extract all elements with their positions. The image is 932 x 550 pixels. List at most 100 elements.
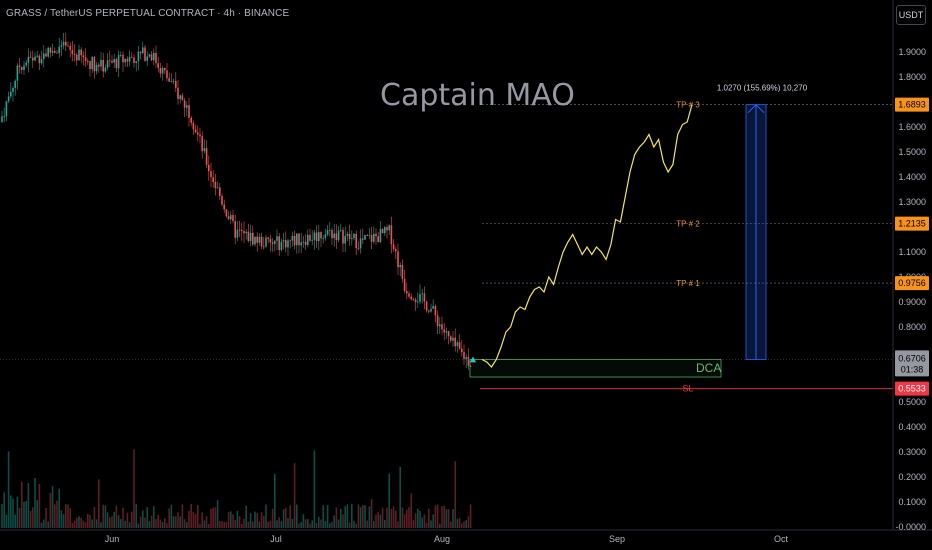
candle-body (5, 101, 8, 117)
y-tick-label: 1.5000 (898, 147, 926, 157)
candle-body (384, 227, 386, 233)
volume-bar (254, 511, 256, 528)
volume-bar (12, 498, 14, 528)
volume-bar (381, 507, 384, 528)
tp-label: TP # 3 (676, 101, 700, 110)
price-tag-bg (895, 97, 929, 112)
volume-bar (168, 508, 170, 528)
candle-body (225, 209, 228, 217)
tp-label: TP # 1 (676, 279, 700, 288)
entry-marker (470, 356, 476, 363)
candle-body (293, 235, 296, 246)
candle-body (291, 235, 294, 241)
candle-body (71, 49, 74, 55)
candle-body (223, 204, 225, 210)
candle-body (408, 293, 410, 297)
candle-body (192, 122, 195, 130)
candle-body (241, 229, 243, 232)
volume-bar (172, 516, 175, 528)
volume-bar (348, 522, 351, 528)
candle-body (359, 238, 362, 249)
candle-body (414, 299, 417, 303)
candle-body (403, 278, 406, 292)
volume-bar (216, 500, 219, 528)
candle-body (179, 95, 181, 99)
volume-bar (469, 504, 472, 528)
candle-body (7, 96, 10, 102)
candle-body (366, 235, 368, 236)
candle-body (159, 67, 162, 74)
volume-bar (355, 523, 357, 528)
candle-body (148, 54, 151, 57)
candle-body (386, 227, 388, 231)
volume-bar (353, 520, 355, 528)
candle-body (128, 56, 131, 62)
volume-bar (49, 493, 52, 528)
volume-bar (135, 504, 137, 528)
candle-body (32, 57, 34, 61)
candle-body (441, 324, 443, 330)
volume-bar (5, 514, 8, 528)
candle-body (73, 54, 76, 55)
y-tick-label: 0.2000 (898, 472, 926, 482)
candle-body (342, 229, 344, 244)
candle-body (463, 352, 465, 359)
volume-bar (465, 520, 467, 528)
candle-body (329, 230, 331, 231)
candle-body (34, 56, 36, 61)
volume-bar (84, 522, 87, 528)
volume-bar (392, 506, 395, 528)
volume-bar (326, 504, 329, 528)
candle-body (89, 61, 91, 70)
volume-bar (249, 513, 252, 528)
candle-body (60, 45, 63, 47)
volume-bar (454, 461, 456, 528)
volume-bar (25, 501, 27, 528)
candle-body (425, 301, 428, 311)
volume-bar (386, 507, 388, 528)
volume-bar (342, 514, 344, 528)
volume-bar (412, 520, 415, 528)
volume-bar (320, 519, 322, 528)
candle-body (47, 47, 49, 57)
candle-body (428, 310, 430, 312)
candle-body (298, 233, 300, 246)
volume-bar (414, 513, 417, 528)
volume-bar (153, 506, 155, 528)
candle-body (14, 80, 16, 88)
candle-body (379, 229, 382, 243)
y-tick-label: 1.6000 (898, 122, 926, 132)
candle-body (346, 233, 349, 236)
time-scale[interactable]: Jun Jul Aug Sep Oct (105, 534, 789, 544)
candle-body (168, 78, 170, 82)
volume-bar (346, 504, 349, 528)
candle-body (87, 61, 89, 62)
volume-bar (60, 510, 63, 528)
candle-body (84, 57, 87, 62)
volume-bar (205, 516, 208, 528)
candle-body (252, 232, 254, 245)
volume-bar (142, 510, 144, 528)
volume-bar (337, 519, 340, 528)
candle-body (344, 235, 346, 244)
volume-bar (150, 515, 153, 528)
volume-bar (282, 509, 285, 528)
volume-bar (27, 483, 30, 528)
tp-label: TP # 2 (676, 220, 700, 229)
candle-body (445, 331, 448, 333)
volume-bar (190, 504, 192, 528)
candle-body (122, 54, 124, 63)
candle-body (109, 60, 111, 62)
volume-bar (366, 520, 368, 528)
candle-body (307, 234, 309, 245)
volume-bar (157, 514, 159, 528)
candle-body (1, 116, 3, 122)
currency-button[interactable]: USDT (896, 5, 926, 25)
volume-bar (432, 514, 434, 528)
symbol-header[interactable]: GRASS / TetherUS PERPETUAL CONTRACT · 4h… (6, 8, 290, 19)
volume-bar (201, 512, 203, 528)
candle-body (135, 61, 137, 63)
candle-body (65, 41, 67, 46)
